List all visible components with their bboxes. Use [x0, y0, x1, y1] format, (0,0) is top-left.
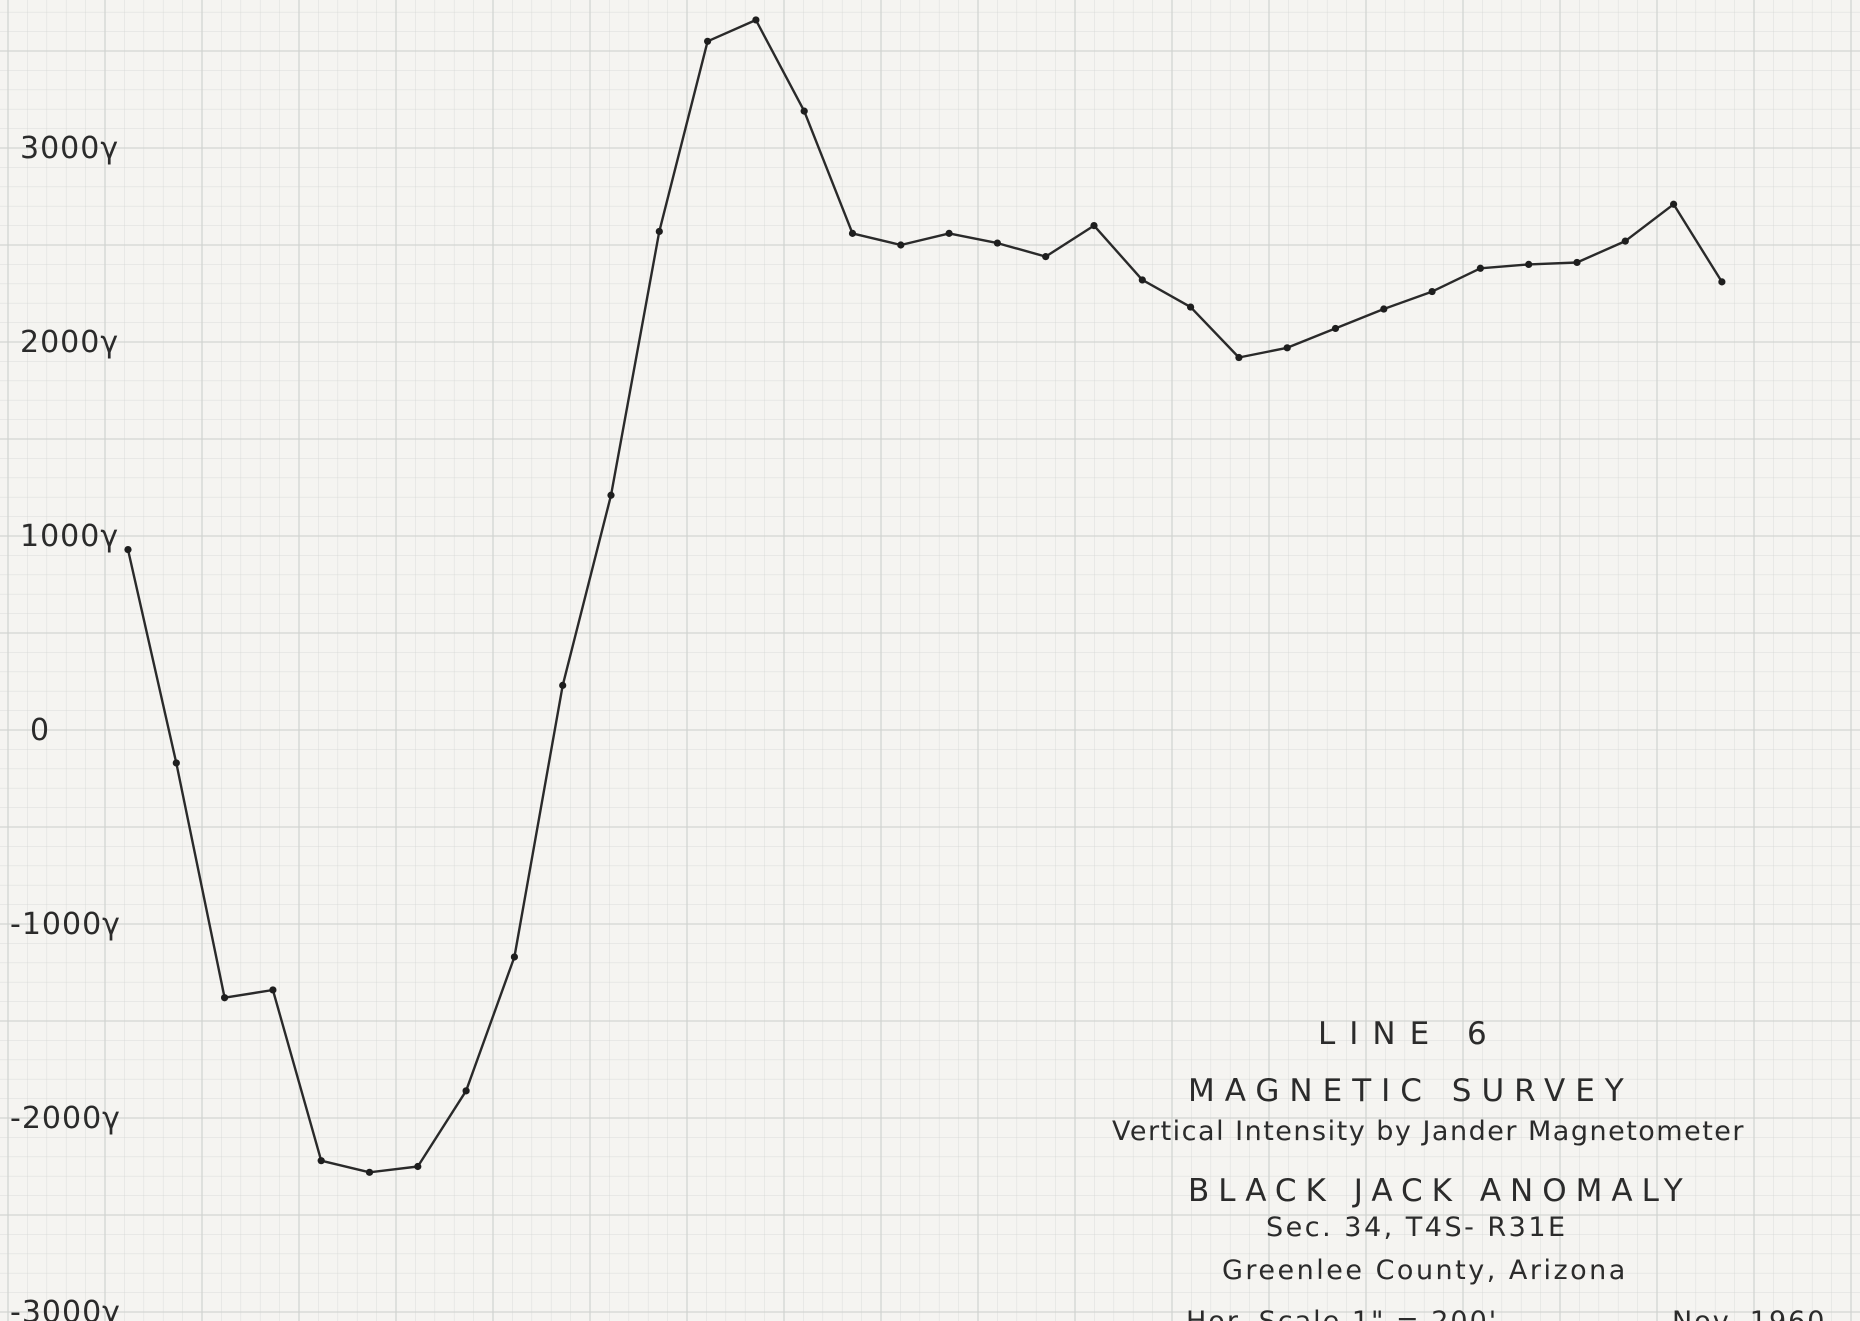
data-point — [1670, 200, 1678, 208]
data-point — [1621, 237, 1629, 245]
data-point — [462, 1087, 470, 1095]
data-series — [124, 16, 1726, 1176]
legend-method: Vertical Intensity by Jander Magnetomete… — [1112, 1116, 1745, 1147]
legend-anomaly-name: BLACK JACK ANOMALY — [1188, 1173, 1692, 1209]
y-axis-tick-labels: 3000γ 2000γ 1000γ 0 -1000γ -2000γ -3000γ — [10, 131, 121, 1321]
data-point — [221, 994, 229, 1002]
data-point — [317, 1157, 325, 1165]
y-tick-label: -2000γ — [10, 1101, 121, 1136]
data-point — [172, 759, 180, 767]
y-tick-label: 3000γ — [20, 131, 119, 166]
legend-survey-title: MAGNETIC SURVEY — [1188, 1073, 1634, 1109]
data-point — [1138, 276, 1146, 284]
y-tick-label: -3000γ — [10, 1295, 121, 1321]
legend-section: Sec. 34, T4S- R31E — [1266, 1212, 1568, 1243]
data-point — [607, 491, 615, 499]
legend-county: Greenlee County, Arizona — [1222, 1255, 1628, 1286]
data-point — [752, 16, 760, 24]
series-line — [126, 18, 1723, 1174]
data-point — [1718, 278, 1726, 286]
data-point — [993, 239, 1002, 247]
y-tick-label: 2000γ — [20, 325, 119, 360]
data-point — [1235, 353, 1243, 362]
y-tick-label: 1000γ — [20, 519, 119, 554]
data-point — [365, 1168, 374, 1176]
data-point — [897, 241, 905, 249]
data-point — [704, 37, 712, 45]
y-tick-label: 0 — [30, 713, 50, 748]
legend-block: LINE 6 MAGNETIC SURVEY Vertical Intensit… — [1112, 1016, 1826, 1321]
data-point — [1283, 344, 1291, 352]
data-point — [945, 229, 953, 237]
data-point — [1331, 324, 1340, 333]
legend-horizontal-scale: Hor. Scale 1" = 200' — [1186, 1306, 1498, 1321]
legend-date: Nov. 1960 — [1672, 1306, 1826, 1321]
data-point — [655, 227, 663, 236]
data-point — [848, 229, 857, 237]
data-point — [1573, 258, 1581, 267]
data-point — [1476, 264, 1484, 272]
data-point — [510, 953, 518, 961]
data-point — [800, 107, 808, 115]
data-point — [559, 681, 567, 689]
data-point — [1380, 305, 1388, 313]
data-point — [1428, 287, 1436, 296]
y-tick-label: -1000γ — [10, 907, 121, 942]
data-point — [414, 1162, 422, 1171]
data-point — [269, 986, 277, 994]
data-point — [1042, 253, 1050, 261]
data-point — [1187, 303, 1195, 311]
data-point — [1090, 222, 1098, 230]
legend-line-number: LINE 6 — [1318, 1016, 1501, 1052]
data-point — [1525, 260, 1533, 268]
data-point — [124, 545, 132, 554]
